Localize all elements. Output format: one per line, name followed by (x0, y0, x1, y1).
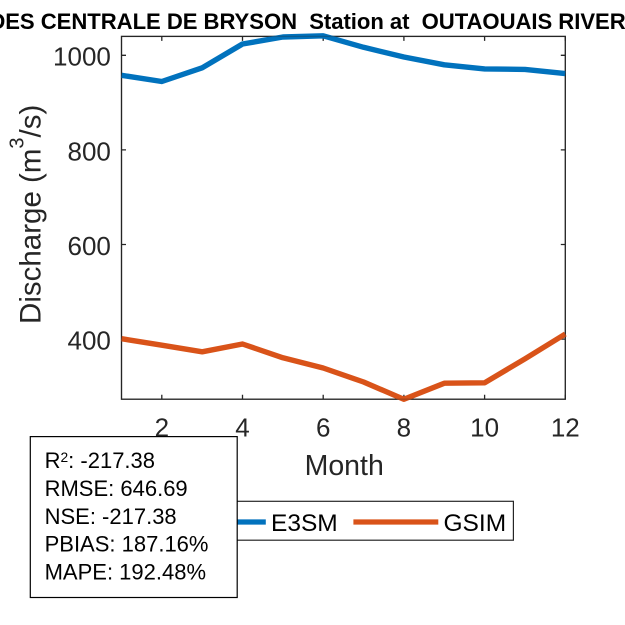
svg-text:RMSE: 646.69: RMSE: 646.69 (45, 476, 188, 501)
svg-text:MAPE: 192.48%: MAPE: 192.48% (45, 560, 206, 585)
svg-text:2: 2 (155, 413, 169, 443)
svg-text:GSIM: GSIM (444, 510, 507, 537)
svg-text:E3SM: E3SM (271, 510, 338, 537)
svg-text:4: 4 (235, 413, 249, 443)
svg-text:6: 6 (316, 413, 330, 443)
svg-text:PBIAS: 187.16%: PBIAS: 187.16% (45, 532, 209, 557)
svg-text:600: 600 (68, 231, 111, 261)
svg-text:8: 8 (397, 413, 411, 443)
svg-text:10: 10 (470, 413, 499, 443)
svg-text:DES CENTRALE DE BRYSON Statio: DES CENTRALE DE BRYSON Station at OUTAOU… (0, 9, 625, 34)
svg-text:12: 12 (551, 413, 580, 443)
svg-text:800: 800 (68, 136, 111, 166)
svg-text:NSE: -217.38: NSE: -217.38 (45, 504, 177, 529)
svg-text:400: 400 (68, 326, 111, 356)
svg-text:Month: Month (305, 450, 384, 482)
svg-text:1000: 1000 (53, 42, 111, 72)
